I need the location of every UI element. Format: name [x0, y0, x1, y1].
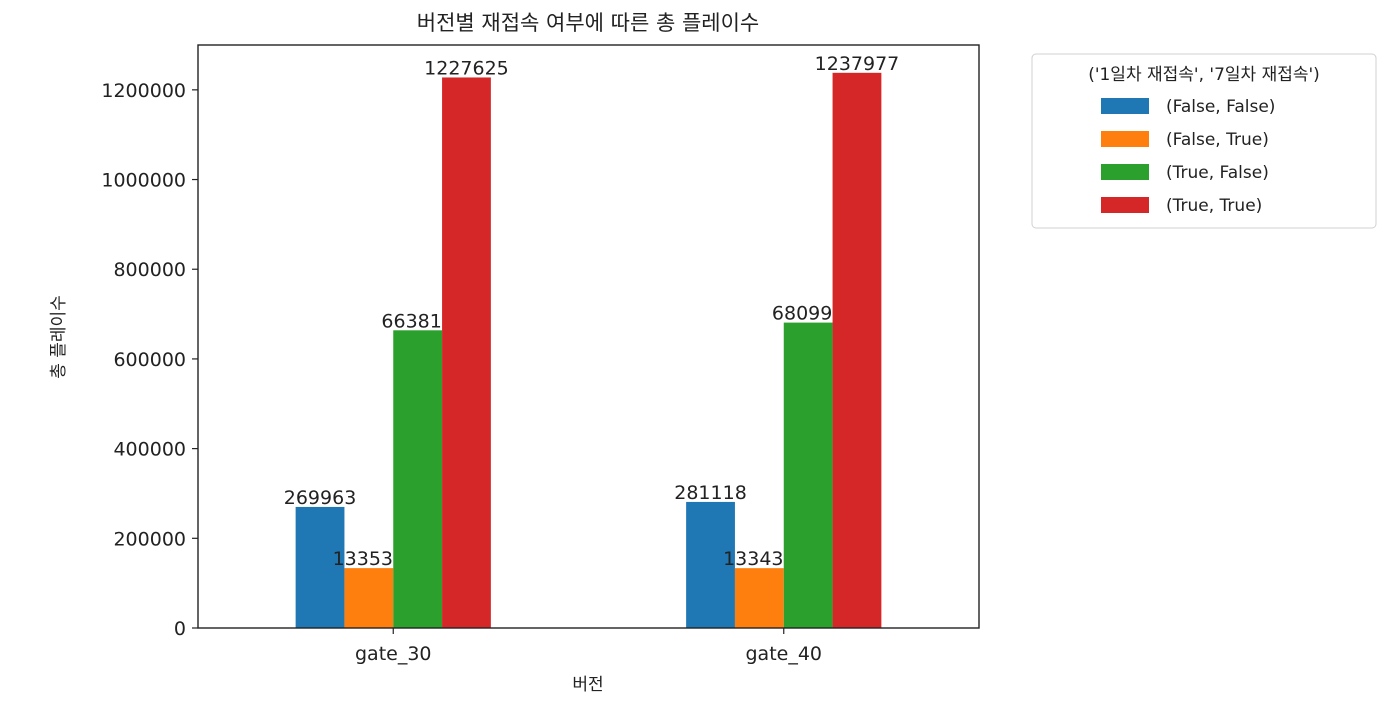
bar-gate_40-series-4 [832, 72, 882, 628]
legend-entries: (False, False) (False, True) (True, False)… [1101, 97, 1275, 216]
x-tick-label-gate_30: gate_30 [355, 643, 432, 665]
plot-frame [197, 44, 980, 629]
legend-swatch-series-4 [1101, 197, 1149, 213]
bar-gate_30-series-1 [295, 506, 345, 628]
y-tick-label-800000: 800000 [113, 259, 186, 281]
y-tick-label-1000000: 1000000 [101, 170, 186, 192]
legend-label-series-1: (False, False) [1166, 97, 1275, 117]
data-label-gate_40-series-1: 281118 [674, 482, 747, 504]
x-axis-label: 버전 [572, 675, 603, 695]
legend-frame [1031, 53, 1377, 229]
legend-swatch-series-1 [1101, 98, 1149, 114]
y-tick-label-0: 0 [174, 618, 186, 640]
y-tick-label-200000: 200000 [113, 528, 186, 550]
chart-title: 버전별 재접속 여부에 따른 총 플레이수 [417, 11, 760, 35]
legend-label-series-2: (False, True) [1166, 130, 1269, 150]
x-tick-label-gate_40: gate_40 [745, 643, 822, 665]
bar-gate_30-series-4 [442, 77, 491, 628]
data-label-gate_30-series-1: 269963 [284, 487, 357, 509]
y-axis-label: 총 플레이수 [49, 295, 69, 379]
data-label-gate_30-series-2: 133534 [333, 548, 406, 570]
legend-label-series-3: (True, False) [1166, 163, 1269, 183]
data-label-gate_40-series-2: 133438 [723, 548, 796, 570]
data-label-gate_40-series-4: 1237977 [815, 53, 900, 75]
data-label-gate_40-series-3: 680997 [772, 303, 845, 325]
bar-gate_30-series-3 [393, 330, 443, 628]
legend: ('1일차 재접속', '7일차 재접속') (False, False)(Fa… [1031, 53, 1377, 229]
y-tick-label-400000: 400000 [113, 439, 186, 461]
y-tick-label-600000: 600000 [113, 349, 186, 371]
legend-swatch-series-3 [1101, 164, 1149, 180]
legend-title: ('1일차 재접속', '7일차 재접속') [1088, 65, 1320, 85]
bar-gate_40-series-3 [783, 322, 833, 628]
plot-area: 269963 133534 663819 1227625 gate_30 281118 13… [101, 44, 980, 665]
bar-gate_40-series-2 [734, 568, 784, 628]
data-label-gate_30-series-3: 663819 [381, 310, 454, 332]
y-tick-label-1200000: 1200000 [101, 80, 186, 102]
data-label-gate_30-series-4: 1227625 [424, 57, 509, 79]
bar-gate_30-series-2 [344, 568, 394, 628]
bar-gate_40-series-1 [686, 501, 735, 628]
legend-label-series-4: (True, True) [1166, 196, 1262, 216]
legend-swatch-series-2 [1101, 131, 1149, 147]
